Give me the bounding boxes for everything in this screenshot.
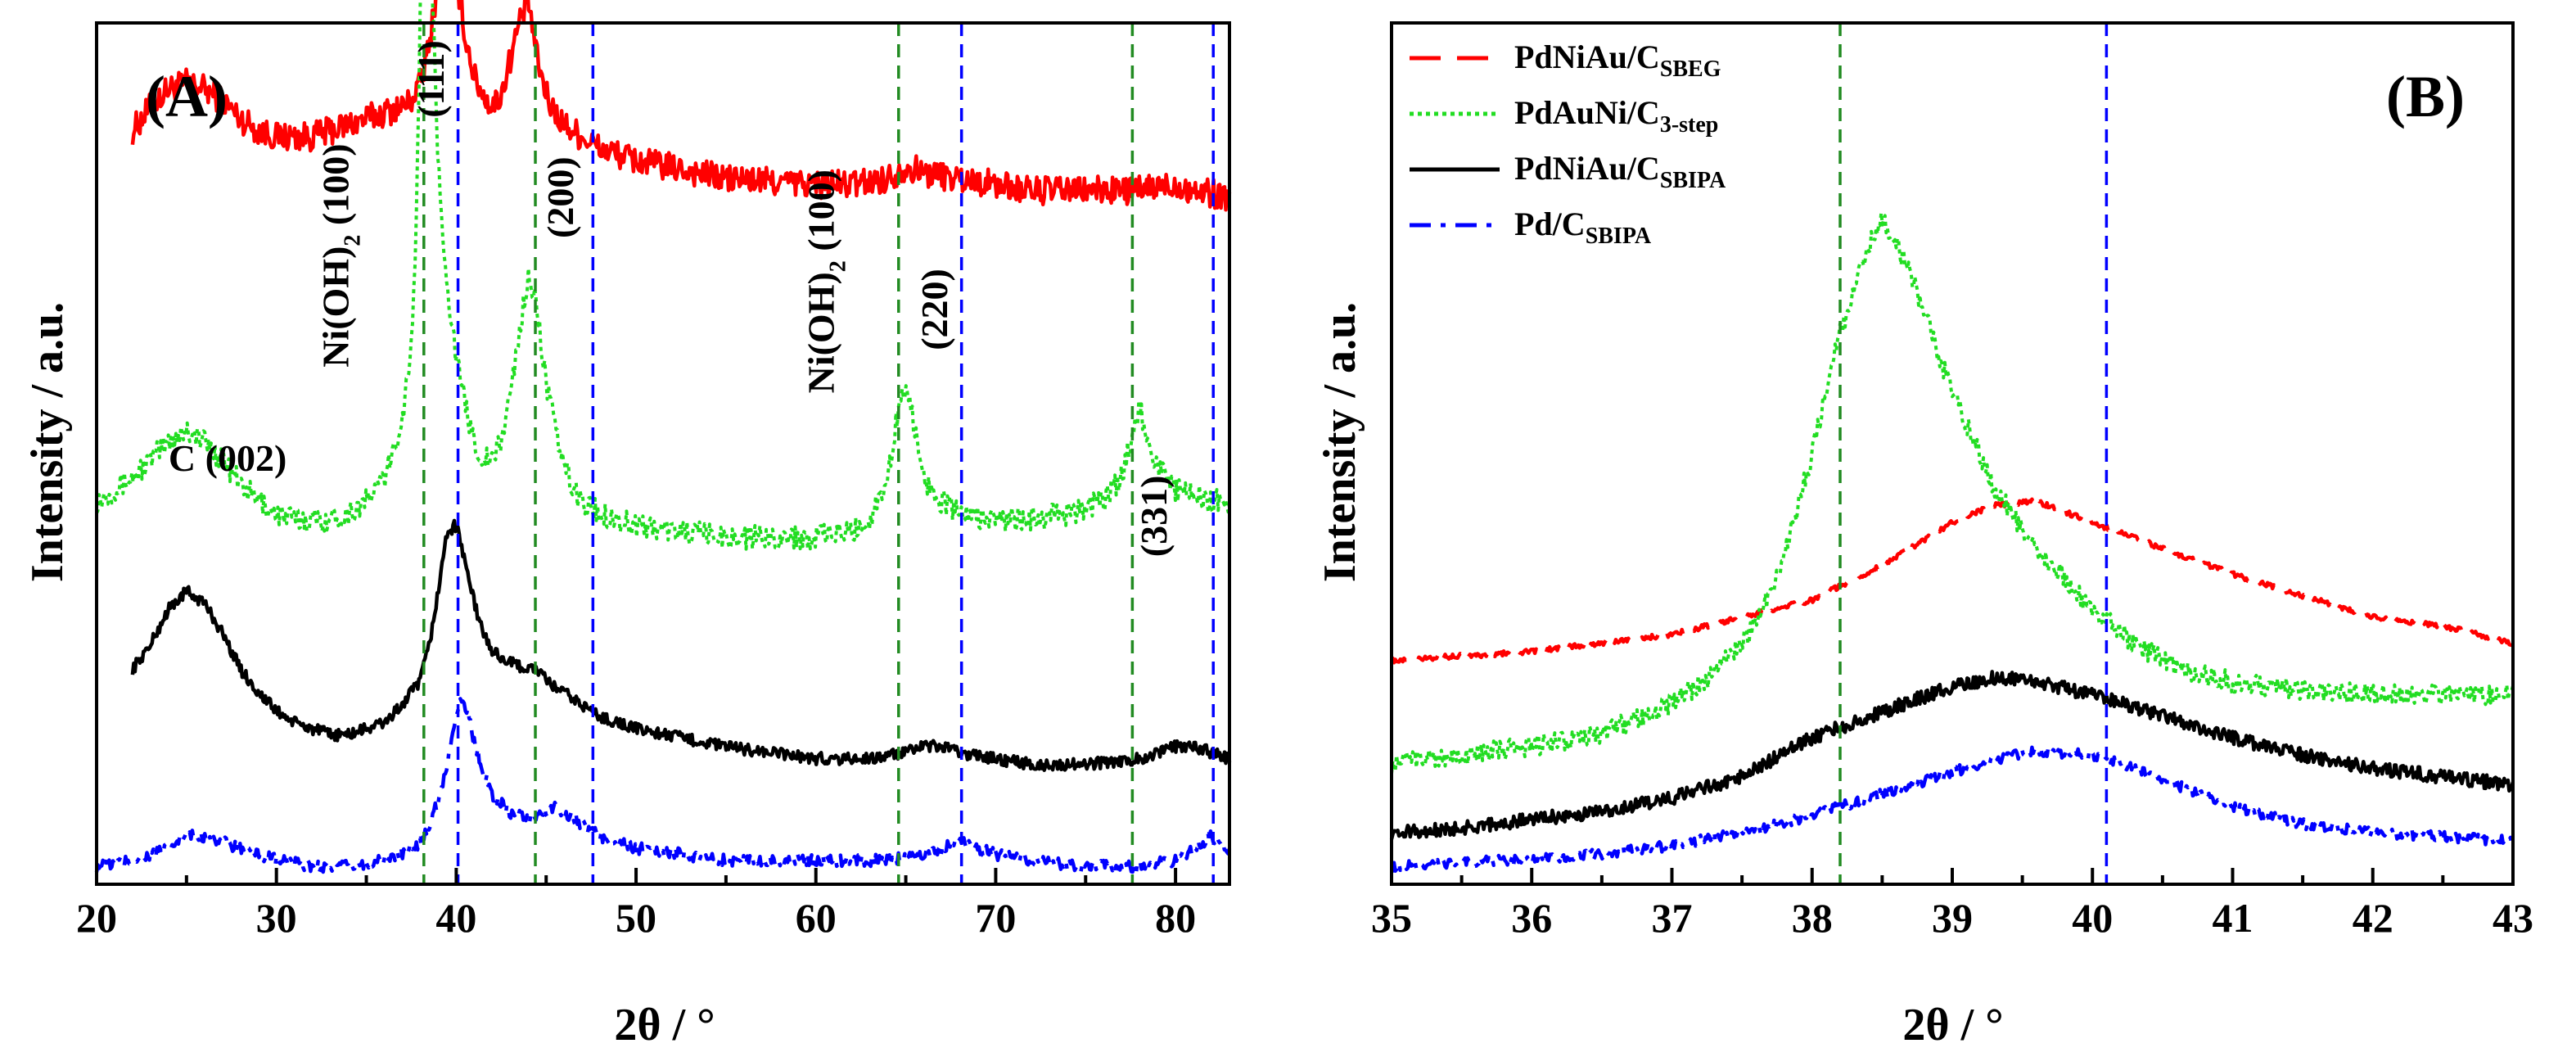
panel-b-legend: PdNiAu/CSBEG PdAuNi/C3-step PdNiAu/CSBIPA P… <box>1410 38 1726 249</box>
x-tick-label: 37 <box>1652 895 1693 941</box>
panel-b: 35 36 37 38 39 40 41 42 43 PdNiAu/CSBEG PdAuNi/C3… <box>1315 21 2533 1050</box>
peak-annotation: C (002) <box>169 437 286 479</box>
panel-b-x-axis-title: 2θ / ° <box>1902 1000 2003 1050</box>
x-tick-label: 30 <box>256 895 297 941</box>
x-tick-label: 40 <box>435 895 476 941</box>
panel-b-series <box>1389 211 2515 874</box>
panel-b-y-axis-title: Intensity / a.u. <box>1315 302 1365 582</box>
panel-a: C (002) Ni(OH)2 (100) (111) (200) Ni(OH)2 (1… <box>22 0 1232 1050</box>
panel-a-x-axis-title: 2θ / ° <box>614 1000 715 1050</box>
panel-b-reference-lines <box>1838 23 2109 884</box>
x-tick-label: 36 <box>1511 895 1552 941</box>
series-line-pdauni-c-3-step <box>95 0 1231 551</box>
panel-a-frame <box>95 21 1231 886</box>
x-tick-label: 60 <box>796 895 837 941</box>
x-tick-label: 38 <box>1792 895 1833 941</box>
panel-a-annotations: C (002) Ni(OH)2 (100) (111) (200) Ni(OH)2 (1… <box>169 40 1175 557</box>
panel-a-series <box>94 0 1232 874</box>
panel-a-label: (A) <box>146 64 228 129</box>
x-tick-label: 50 <box>616 895 656 941</box>
series-line-pdauni-c-3-step <box>1390 211 2515 775</box>
legend-label: Pd/CSBIPA <box>1514 206 1652 249</box>
x-tick-label: 70 <box>975 895 1016 941</box>
x-tick-label: 35 <box>1371 895 1412 941</box>
x-tick-label: 39 <box>1932 895 1973 941</box>
panel-a-y-axis-title: Intensity / a.u. <box>22 302 73 582</box>
peak-annotation: (200) <box>539 156 581 238</box>
x-tick-label: 20 <box>76 895 117 941</box>
series-line-pd-c-sbipa <box>94 697 1232 874</box>
panel-b-x-ticks: 35 36 37 38 39 40 41 42 43 <box>1371 868 2533 941</box>
peak-annotation: (111) <box>410 40 452 118</box>
series-line-pd-c-sbipa <box>1390 744 2515 874</box>
x-tick-label: 41 <box>2213 895 2253 941</box>
x-tick-label: 42 <box>2353 895 2393 941</box>
peak-annotation: Ni(OH)2 (100) <box>801 169 851 393</box>
x-tick-label: 43 <box>2493 895 2533 941</box>
peak-annotation: (220) <box>914 269 955 350</box>
legend-label: PdAuNi/C3-step <box>1514 94 1718 138</box>
series-line-pdniau-c-sbipa <box>130 518 1232 772</box>
legend-label: PdNiAu/CSBIPA <box>1514 150 1726 193</box>
x-tick-label: 80 <box>1155 895 1196 941</box>
peak-annotation: Ni(OH)2 (100) <box>315 143 366 367</box>
series-line-pdniau-c-sbipa <box>1389 670 2515 840</box>
panel-a-x-ticks: 20 30 40 50 60 70 80 <box>76 868 1196 941</box>
peak-annotation: (331) <box>1133 476 1175 558</box>
series-line-pdniau-c-sbeg <box>1389 496 2514 665</box>
series-line-pdniau-c-sbeg <box>130 0 1232 212</box>
panel-b-label: (B) <box>2386 64 2465 129</box>
x-tick-label: 40 <box>2072 895 2113 941</box>
legend-label: PdNiAu/CSBEG <box>1514 38 1721 82</box>
panel-a-reference-lines <box>422 23 1215 884</box>
